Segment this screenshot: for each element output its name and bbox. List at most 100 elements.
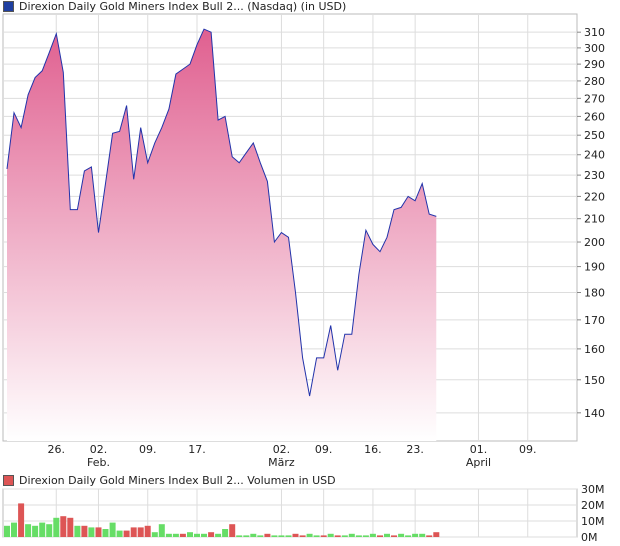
- volume-bar: [433, 532, 440, 537]
- volume-bar: [355, 535, 362, 537]
- volume-bar: [60, 516, 67, 537]
- volume-bar: [194, 533, 200, 537]
- volume-bar: [25, 524, 32, 537]
- volume-bar: [11, 522, 17, 537]
- volume-bar: [327, 533, 334, 537]
- volume-bar: [4, 525, 10, 537]
- x-tick-label: 09.: [519, 443, 537, 456]
- price-legend: Direxion Daily Gold Miners Index Bull 2.…: [3, 0, 346, 13]
- price-legend-swatch: [3, 1, 14, 12]
- y-tick-label: 280: [584, 75, 605, 88]
- volume-bar: [419, 533, 426, 537]
- volume-bar: [74, 525, 81, 537]
- volume-bar: [67, 517, 74, 537]
- volume-bar: [179, 533, 186, 537]
- y-tick-label: 290: [584, 58, 605, 71]
- y-tick-label: 170: [584, 314, 605, 327]
- volume-bar: [320, 535, 327, 537]
- volume-bar: [384, 533, 390, 537]
- volume-legend-label: Direxion Daily Gold Miners Index Bull 2.…: [19, 474, 336, 487]
- y-tick-label: 240: [584, 149, 605, 162]
- x-tick-label: 23.: [406, 443, 424, 456]
- volume-bar: [278, 535, 285, 537]
- volume-bar: [299, 535, 306, 537]
- volume-y-tick-label: 20M: [581, 499, 605, 512]
- volume-bar: [201, 533, 207, 537]
- x-month-label: März: [268, 456, 295, 469]
- price-line: [6, 28, 437, 397]
- x-tick-label: 09.: [315, 443, 333, 456]
- volume-bar: [151, 532, 158, 537]
- volume-bar: [172, 533, 179, 537]
- y-tick-label: 310: [584, 26, 605, 39]
- x-tick-label: 26.: [48, 443, 66, 456]
- y-tick-label: 210: [584, 213, 605, 226]
- volume-bar: [250, 533, 257, 537]
- volume-bar: [53, 517, 60, 537]
- y-tick-label: 220: [584, 190, 605, 203]
- volume-bar: [264, 533, 271, 537]
- volume-bar: [362, 535, 369, 537]
- volume-legend-swatch: [3, 475, 14, 486]
- volume-bar: [165, 533, 172, 537]
- x-tick-label: 17.: [188, 443, 206, 456]
- volume-bar: [102, 529, 109, 537]
- price-chart: 140 150 160 170 180 190 200 210 220 230 240 250 260 2…: [2, 13, 605, 469]
- x-month-label: Feb.: [87, 456, 110, 469]
- volume-bar: [88, 527, 95, 537]
- volume-bar: [18, 503, 25, 537]
- y-tick-label: 270: [584, 92, 605, 105]
- volume-bar: [306, 533, 313, 537]
- volume-bar: [348, 533, 355, 537]
- volume-bar: [271, 535, 278, 537]
- x-tick-label: 02.: [90, 443, 108, 456]
- volume-bar: [130, 527, 137, 537]
- volume-legend: Direxion Daily Gold Miners Index Bull 2.…: [3, 474, 336, 487]
- volume-bar: [426, 535, 433, 537]
- volume-bar: [32, 525, 39, 537]
- volume-bar: [215, 533, 222, 537]
- volume-bar: [236, 535, 243, 537]
- volume-bar: [334, 535, 341, 537]
- volume-bar: [222, 529, 229, 537]
- volume-bar: [285, 535, 292, 537]
- volume-y-tick-label: 10M: [581, 515, 605, 528]
- volume-bar: [412, 533, 419, 537]
- volume-bar: [39, 522, 46, 537]
- volume-bar: [46, 524, 53, 537]
- volume-bar: [95, 527, 102, 537]
- x-tick-label: 01.: [470, 443, 488, 456]
- y-tick-label: 250: [584, 129, 605, 142]
- y-tick-label: 300: [584, 42, 605, 55]
- y-tick-label: 150: [584, 374, 605, 387]
- y-tick-label: 140: [584, 407, 605, 420]
- volume-y-tick-label: 0M: [581, 531, 598, 544]
- volume-bar: [158, 524, 165, 537]
- volume-bar: [341, 535, 348, 537]
- volume-bar: [109, 522, 116, 537]
- x-tick-label: 16.: [364, 443, 382, 456]
- volume-bar: [405, 535, 412, 537]
- y-tick-label: 190: [584, 261, 605, 274]
- volume-bar: [391, 535, 397, 537]
- volume-bar: [292, 533, 299, 537]
- y-tick-label: 180: [584, 286, 605, 299]
- y-tick-label: 160: [584, 343, 605, 356]
- x-tick-label: 09.: [139, 443, 157, 456]
- price-area: [7, 29, 437, 441]
- price-legend-label: Direxion Daily Gold Miners Index Bull 2.…: [19, 0, 347, 13]
- x-tick-label: 02.: [273, 443, 291, 456]
- volume-bar: [243, 535, 250, 537]
- volume-bar: [377, 535, 383, 537]
- volume-bar: [137, 527, 144, 537]
- x-month-label: April: [466, 456, 491, 469]
- volume-bar: [81, 525, 88, 537]
- volume-bar: [369, 533, 376, 537]
- volume-bar: [313, 535, 320, 537]
- volume-bar: [398, 533, 405, 537]
- volume-bar: [208, 532, 215, 537]
- y-tick-label: 230: [584, 169, 605, 182]
- volume-y-tick-label: 30M: [581, 483, 605, 496]
- y-tick-label: 260: [584, 110, 605, 123]
- volume-bar: [144, 525, 151, 537]
